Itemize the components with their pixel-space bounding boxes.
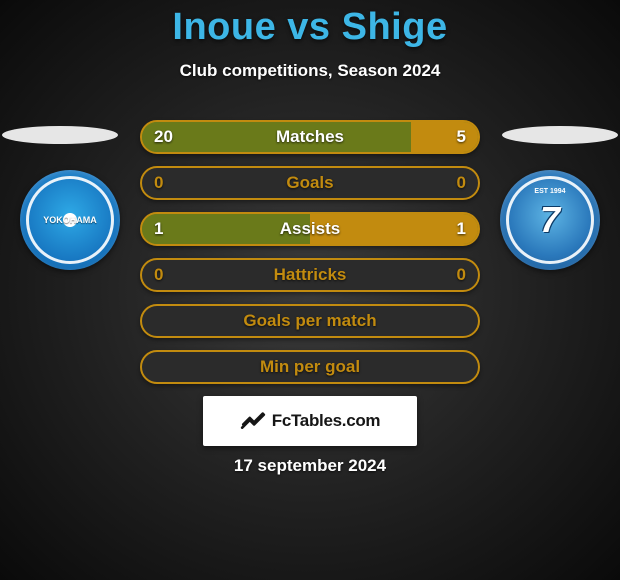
stat-row: Goals per match: [140, 304, 480, 338]
stat-row: Assists11: [140, 212, 480, 246]
stat-bars-container: Matches205Goals00Assists11Hattricks00Goa…: [140, 120, 480, 396]
stat-value-right: 0: [445, 260, 478, 290]
player-left-club-badge: YOKOHAMA: [20, 170, 120, 270]
player-right-club-badge: EST 1994 7: [500, 170, 600, 270]
player-left-avatar-placeholder: [2, 126, 118, 144]
branding-banner: FcTables.com: [203, 396, 417, 446]
stat-label: Hattricks: [142, 260, 478, 290]
stat-value-right: 0: [445, 168, 478, 198]
stat-value-left: 20: [142, 122, 185, 152]
chart-icon: [240, 406, 266, 437]
stat-label: Goals: [142, 168, 478, 198]
stat-row: Goals0 0: [140, 166, 480, 200]
stat-row: Hattricks0 0: [140, 258, 480, 292]
stat-row: Min per goal: [140, 350, 480, 384]
badge-seven: 7: [522, 192, 578, 248]
page-title: Inoue vs Shige: [0, 0, 620, 49]
date-text: 17 september 2024: [0, 456, 620, 476]
subtitle: Club competitions, Season 2024: [0, 61, 620, 81]
stat-label: Min per goal: [142, 352, 478, 382]
stat-value-left: 0: [142, 260, 175, 290]
stat-value-right: 1: [445, 214, 478, 244]
stat-value-right: 5: [445, 122, 478, 152]
player-right-avatar-placeholder: [502, 126, 618, 144]
badge-label: YOKOHAMA: [38, 188, 102, 252]
branding-text: FcTables.com: [272, 411, 381, 431]
stat-value-left: 1: [142, 214, 175, 244]
comparison-stage: YOKOHAMA EST 1994 7 Matches205Goals00Ass…: [0, 100, 620, 400]
stat-label: Goals per match: [142, 306, 478, 336]
stat-row: Matches205: [140, 120, 480, 154]
stat-value-left: 0: [142, 168, 175, 198]
